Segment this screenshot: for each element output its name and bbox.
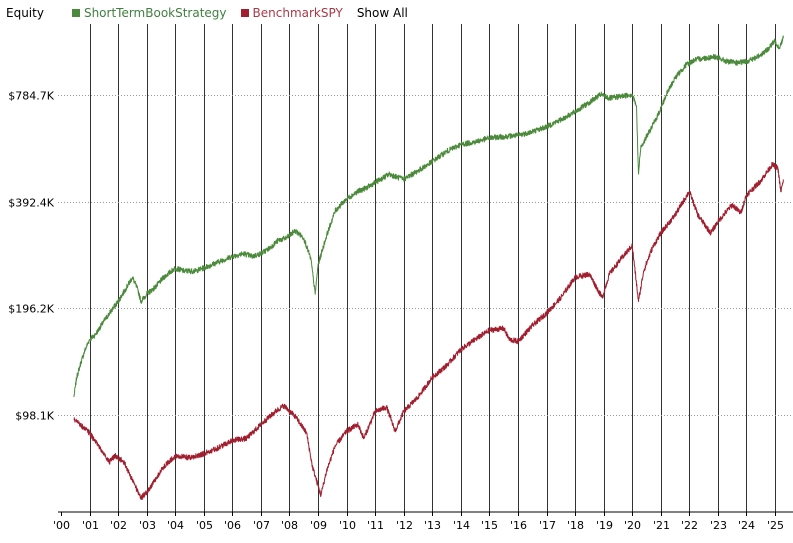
legend-item-strategy[interactable]: ShortTermBookStrategy <box>71 6 227 20</box>
x-tick-label: '21 <box>653 519 670 532</box>
x-tick-label: '05 <box>196 519 213 532</box>
series-layer <box>73 35 785 500</box>
chart-header: Equity ShortTermBookStrategy BenchmarkSP… <box>6 4 408 22</box>
show-all-button[interactable]: Show All <box>356 6 408 20</box>
x-tick-label: '20 <box>624 519 641 532</box>
x-tick-label: '09 <box>310 519 327 532</box>
axis-layer: '00 '01 '02 '03 '04 '05 '06 '07 '08 '09 '10 '11 '12 '… <box>8 90 793 532</box>
x-tick-label: '11 <box>367 519 384 532</box>
x-tick-label: '10 <box>339 519 356 532</box>
y-tick-label: $392.4K <box>8 197 54 210</box>
y-tick-label: $784.7K <box>8 90 54 103</box>
legend-item-benchmark[interactable]: BenchmarkSPY <box>240 6 343 20</box>
series-line-strategy <box>73 35 785 398</box>
x-tick-label: '08 <box>281 519 298 532</box>
x-tick-label: '03 <box>139 519 156 532</box>
legend-label-strategy: ShortTermBookStrategy <box>83 6 227 20</box>
x-tick-label: '12 <box>396 519 413 532</box>
x-tick-label: '14 <box>453 519 470 532</box>
x-tick-label: '00 <box>53 519 70 532</box>
x-tick-label: '17 <box>539 519 556 532</box>
x-tick-label: '24 <box>738 519 755 532</box>
x-tick-label: '02 <box>110 519 127 532</box>
x-tick-label: '23 <box>710 519 727 532</box>
x-tick-label: '07 <box>253 519 270 532</box>
x-tick-label: '25 <box>767 519 784 532</box>
x-tick-label: '01 <box>82 519 99 532</box>
x-tick-label: '15 <box>481 519 498 532</box>
x-tick-label: '19 <box>596 519 613 532</box>
x-tick-label: '16 <box>510 519 527 532</box>
y-tick-label: $98.1K <box>15 410 54 423</box>
y-tick-label: $196.2K <box>8 303 54 316</box>
x-tick-label: '18 <box>567 519 584 532</box>
legend-label-benchmark: BenchmarkSPY <box>252 6 343 20</box>
x-tick-label: '06 <box>224 519 241 532</box>
series-line-benchmark <box>73 161 785 500</box>
x-tick-label: '04 <box>167 519 184 532</box>
grid-layer <box>58 24 793 512</box>
legend-swatch-strategy <box>71 9 80 17</box>
x-tick-label: '22 <box>681 519 698 532</box>
legend-swatch-benchmark <box>240 9 249 17</box>
x-tick-label: '13 <box>424 519 441 532</box>
chart-title: Equity <box>6 6 44 20</box>
